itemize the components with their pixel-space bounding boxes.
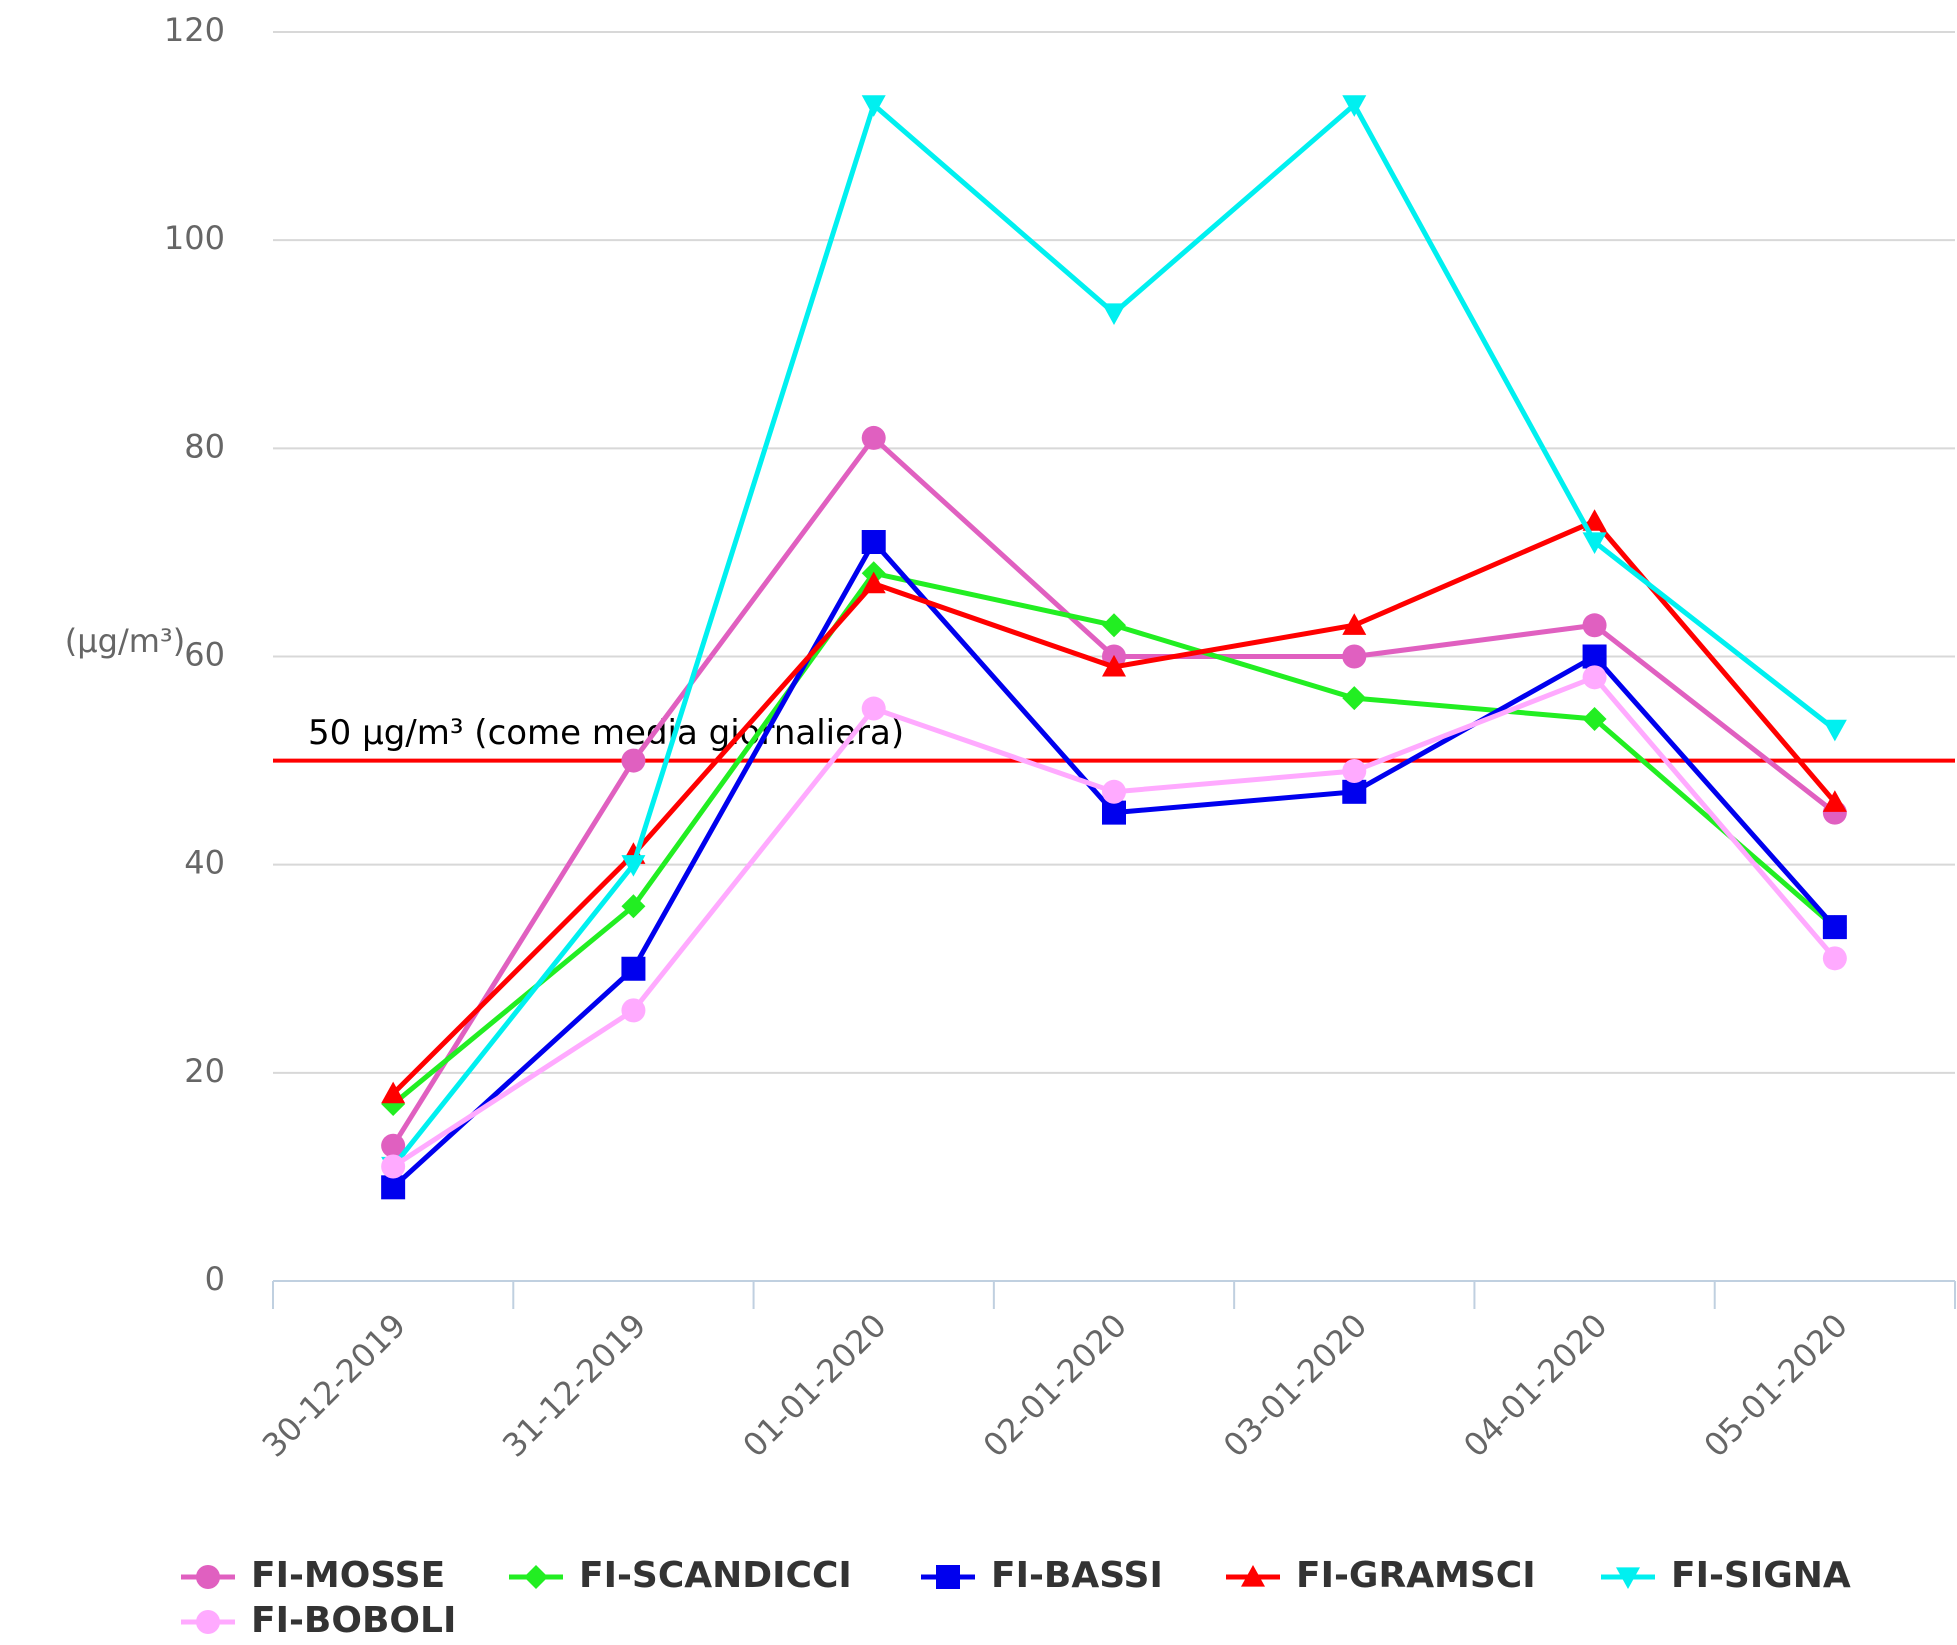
x-tick-label: 31-12-2019 bbox=[495, 1306, 653, 1464]
legend-label: FI-BOBOLI bbox=[251, 1600, 456, 1641]
point bbox=[1241, 1565, 1265, 1587]
point bbox=[1822, 946, 1847, 971]
point bbox=[621, 748, 646, 773]
point bbox=[621, 855, 646, 877]
y-tick-label: 100 bbox=[164, 219, 225, 257]
threshold-label: 50 μg/m³ (come media giornaliera) bbox=[308, 713, 904, 753]
point bbox=[1102, 613, 1126, 638]
point bbox=[1582, 509, 1607, 531]
point bbox=[621, 894, 646, 919]
x-tick-label: 02-01-2020 bbox=[976, 1306, 1134, 1464]
point bbox=[196, 1565, 220, 1589]
y-tick-label: 40 bbox=[184, 844, 225, 882]
point bbox=[1102, 779, 1126, 804]
point bbox=[621, 998, 646, 1023]
point bbox=[1342, 686, 1367, 711]
x-tick-label: 30-12-2019 bbox=[255, 1306, 413, 1464]
point bbox=[861, 425, 886, 450]
point bbox=[381, 1081, 406, 1104]
point bbox=[381, 1154, 406, 1179]
y-tick-label: 120 bbox=[164, 11, 225, 49]
point bbox=[1822, 915, 1847, 940]
y-tick-label: 80 bbox=[184, 427, 225, 465]
point bbox=[1102, 654, 1126, 677]
point bbox=[1582, 665, 1607, 690]
point bbox=[861, 571, 886, 594]
point bbox=[861, 696, 886, 721]
y-tick-label: 0 bbox=[205, 1260, 225, 1298]
point bbox=[1582, 644, 1607, 669]
point bbox=[1102, 303, 1126, 326]
point bbox=[1582, 706, 1607, 731]
y-tick-label: 20 bbox=[184, 1052, 225, 1090]
x-tick-label: 03-01-2020 bbox=[1216, 1306, 1374, 1464]
point bbox=[861, 95, 886, 117]
point bbox=[861, 530, 886, 555]
point bbox=[1342, 644, 1367, 669]
point bbox=[1582, 613, 1607, 638]
point bbox=[196, 1610, 220, 1634]
point bbox=[1822, 790, 1847, 812]
y-axis-label: (μg/m³) bbox=[65, 622, 185, 660]
point bbox=[1102, 800, 1126, 825]
point bbox=[621, 956, 646, 981]
point bbox=[381, 1133, 406, 1158]
x-tick-label: 01-01-2020 bbox=[735, 1306, 893, 1464]
point bbox=[1342, 779, 1367, 804]
legend-label: FI-BASSI bbox=[991, 1555, 1163, 1596]
legend-label: FI-GRAMSCI bbox=[1296, 1555, 1536, 1596]
point bbox=[1616, 1567, 1640, 1589]
legend-label: FI-SCANDICCI bbox=[579, 1555, 852, 1596]
point bbox=[524, 1565, 548, 1589]
point bbox=[936, 1565, 960, 1589]
point bbox=[1582, 532, 1607, 555]
x-tick-label: 04-01-2020 bbox=[1456, 1306, 1614, 1464]
point bbox=[1342, 95, 1367, 117]
point bbox=[1822, 719, 1847, 742]
point bbox=[1342, 758, 1367, 783]
y-tick-label: 60 bbox=[184, 636, 225, 674]
legend-label: FI-SIGNA bbox=[1671, 1555, 1851, 1596]
legend-label: FI-MOSSE bbox=[251, 1555, 445, 1596]
point bbox=[1342, 613, 1367, 635]
x-tick-label: 05-01-2020 bbox=[1697, 1306, 1855, 1464]
point bbox=[381, 1175, 406, 1200]
